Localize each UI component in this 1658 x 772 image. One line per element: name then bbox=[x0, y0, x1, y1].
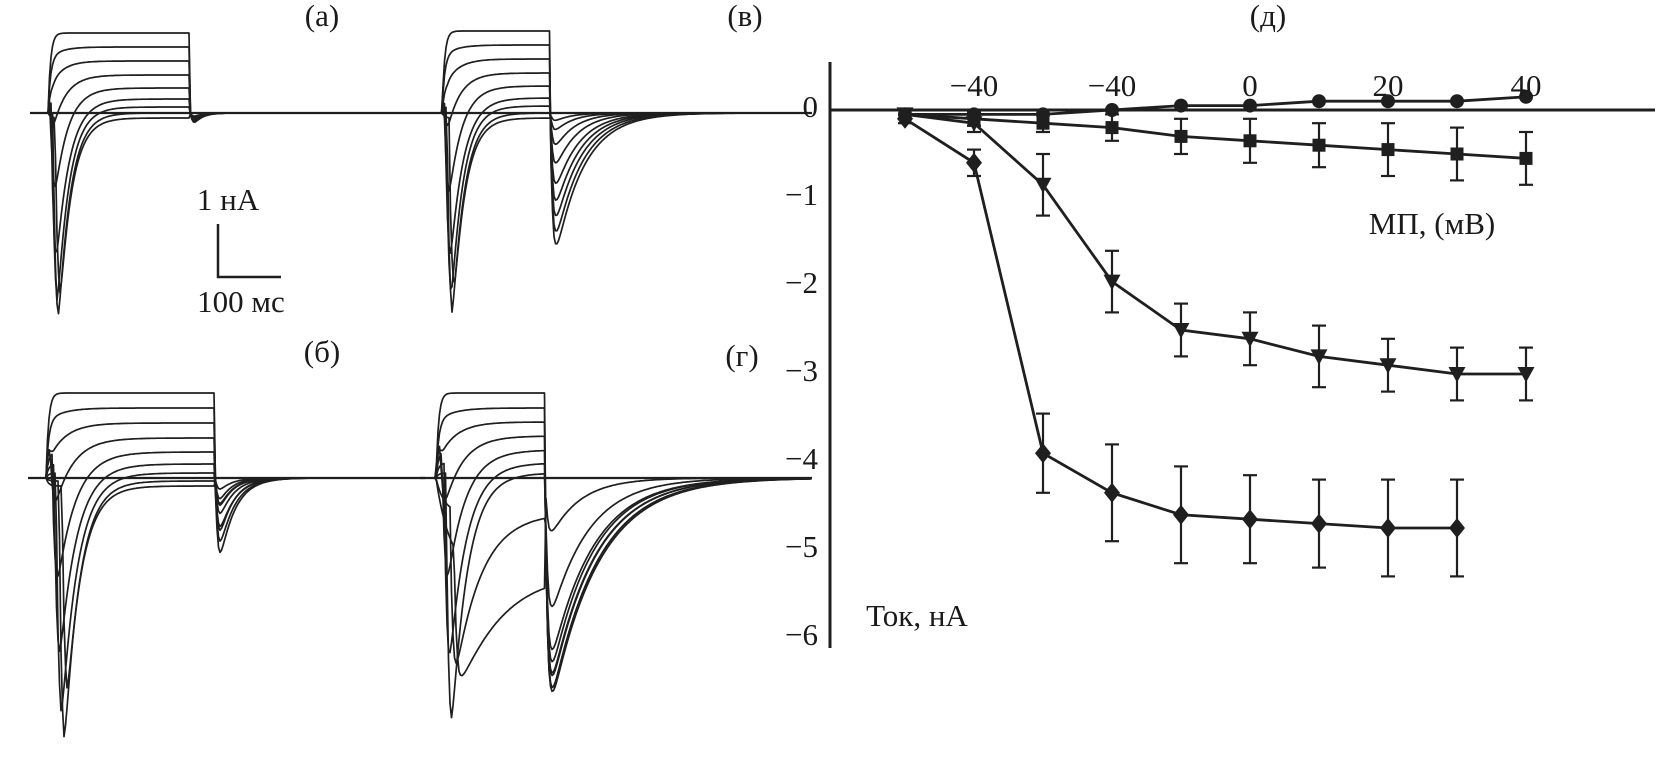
marker-diamond bbox=[1242, 509, 1258, 530]
x-axis-title: МП, (мВ) bbox=[1368, 206, 1496, 241]
marker-diamond bbox=[1311, 513, 1327, 534]
panel-label-a: (а) bbox=[304, 0, 340, 33]
marker-square bbox=[1381, 143, 1395, 157]
marker-diamond bbox=[1173, 504, 1189, 525]
y-tick-label: −3 bbox=[785, 353, 818, 388]
marker-triangle-down bbox=[1241, 331, 1259, 348]
y-tick-label: −2 bbox=[785, 265, 818, 300]
marker-triangle-down bbox=[1517, 367, 1535, 383]
panel-label-b: (б) bbox=[303, 334, 341, 369]
marker-diamond bbox=[966, 152, 982, 173]
marker-square bbox=[1105, 121, 1119, 135]
marker-square bbox=[1174, 129, 1188, 143]
current-trace-g bbox=[420, 449, 812, 689]
series-line-triangles bbox=[904, 113, 1526, 376]
marker-square bbox=[1036, 116, 1050, 130]
marker-circle bbox=[1519, 89, 1533, 104]
x-tick-label: 40 bbox=[1510, 68, 1542, 103]
marker-diamond bbox=[1380, 518, 1396, 538]
current-trace-a bbox=[30, 60, 425, 121]
marker-diamond bbox=[1449, 518, 1465, 538]
current-trace-b bbox=[28, 407, 424, 505]
marker-triangle-down bbox=[1034, 177, 1052, 194]
x-tick-label: −40 bbox=[949, 68, 999, 103]
scale-bar bbox=[216, 224, 281, 279]
current-trace-a bbox=[30, 74, 425, 125]
current-trace-a bbox=[30, 87, 425, 188]
x-tick-label: 0 bbox=[1242, 68, 1258, 103]
panel-label-d: (д) bbox=[1249, 0, 1287, 33]
marker-circle bbox=[1174, 98, 1188, 113]
marker-triangle-down bbox=[1172, 323, 1190, 339]
marker-square bbox=[1243, 134, 1257, 148]
marker-triangle-down bbox=[1103, 274, 1121, 291]
marker-triangle-down bbox=[1379, 358, 1397, 374]
y-tick-label: −6 bbox=[785, 617, 818, 652]
panel-label-v: (в) bbox=[727, 0, 763, 33]
current-trace-b bbox=[28, 422, 424, 515]
marker-diamond bbox=[897, 108, 913, 129]
marker-diamond bbox=[1104, 482, 1120, 503]
x-tick-label: −40 bbox=[1087, 68, 1137, 103]
marker-square bbox=[1519, 151, 1533, 165]
marker-triangle-down bbox=[965, 116, 983, 132]
y-tick-label: −5 bbox=[785, 529, 818, 564]
current-trace-a bbox=[30, 46, 425, 120]
y-tick-label: −4 bbox=[785, 441, 818, 476]
marker-triangle-down bbox=[1310, 349, 1328, 365]
current-trace-b bbox=[28, 472, 424, 712]
y-axis-title: Ток, нА bbox=[866, 598, 968, 633]
x-tick-label: 20 bbox=[1372, 68, 1404, 103]
marker-triangle-down bbox=[1448, 367, 1466, 383]
series-line-circles bbox=[905, 95, 1527, 116]
current-trace-a bbox=[30, 112, 425, 294]
current-trace-b bbox=[28, 477, 424, 689]
series-line-squares bbox=[904, 113, 1527, 160]
scalebar-time-label: 100 мс bbox=[197, 284, 285, 319]
marker-circle bbox=[1312, 94, 1326, 109]
panel-label-g: (г) bbox=[725, 338, 759, 373]
marker-circle bbox=[1381, 94, 1395, 109]
current-trace-g bbox=[420, 472, 812, 719]
current-trace-g bbox=[420, 477, 812, 677]
marker-square bbox=[1450, 147, 1464, 161]
marker-diamond bbox=[1035, 443, 1051, 464]
scalebar-current-label: 1 нА bbox=[196, 182, 260, 217]
current-trace-v bbox=[425, 112, 812, 283]
marker-circle bbox=[1450, 94, 1464, 109]
current-trace-b bbox=[28, 437, 424, 528]
current-trace-a bbox=[30, 32, 425, 118]
marker-square bbox=[1312, 138, 1326, 152]
current-trace-v bbox=[425, 30, 812, 245]
y-tick-label: −1 bbox=[785, 177, 818, 212]
marker-circle bbox=[1243, 98, 1257, 113]
y-tick-label: 0 bbox=[802, 89, 819, 124]
